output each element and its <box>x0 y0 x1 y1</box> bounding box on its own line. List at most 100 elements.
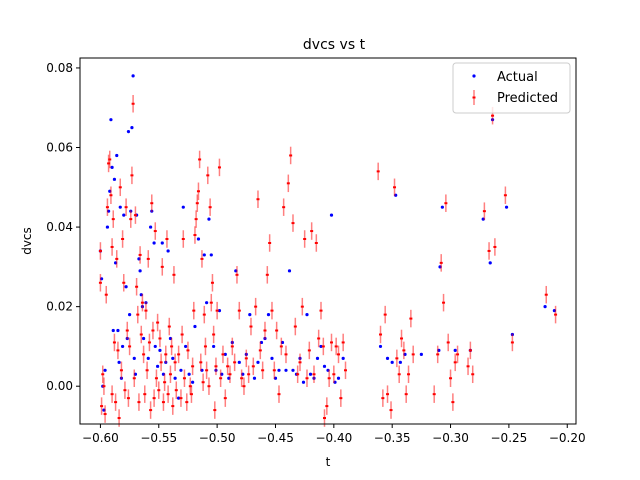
x-axis: −0.60 −0.55 −0.50 −0.45 −0.40 −0.35 −0.30 −0.25… <box>82 424 586 445</box>
actual-point <box>112 177 117 181</box>
x-tick-label: −0.50 <box>199 431 236 445</box>
actual-point <box>116 328 120 333</box>
actual-point <box>217 309 222 313</box>
actual-point <box>149 225 153 229</box>
actual-point <box>322 364 327 368</box>
actual-point <box>315 356 320 360</box>
actual-point <box>153 344 157 349</box>
actual-point <box>126 129 131 134</box>
actual-point <box>105 225 110 229</box>
actual-point <box>252 376 257 380</box>
actual-point <box>156 364 160 368</box>
y-axis: 0.00 0.02 0.04 0.06 0.08 <box>46 61 80 393</box>
legend-label-predicted: Predicted <box>497 91 558 106</box>
y-axis-label: dvcs <box>20 227 34 255</box>
actual-point <box>132 356 136 360</box>
actual-point <box>248 312 252 317</box>
actual-point <box>256 360 260 364</box>
actual-point <box>329 213 334 217</box>
actual-point <box>196 237 201 241</box>
actual-point <box>270 356 274 360</box>
actual-point <box>142 336 146 341</box>
actual-point <box>130 126 134 130</box>
actual-point <box>504 205 509 209</box>
actual-point <box>187 372 191 376</box>
actual-point <box>122 213 126 217</box>
actual-point <box>209 253 213 257</box>
actual-point <box>158 348 162 353</box>
actual-point <box>287 269 292 273</box>
actual-point <box>173 376 177 380</box>
actual-point <box>319 344 323 349</box>
actual-point <box>177 396 181 400</box>
actual-point <box>118 205 122 209</box>
y-tick-label: 0.02 <box>46 300 73 314</box>
y-tick-label: 0.06 <box>46 141 73 155</box>
y-tick-label: 0.04 <box>46 220 73 234</box>
x-tick-label: −0.55 <box>140 431 177 445</box>
chart-title: dvcs vs t <box>303 37 366 53</box>
actual-point <box>488 261 492 265</box>
actual-point <box>305 312 309 317</box>
actual-point <box>128 312 132 317</box>
actual-point <box>166 249 170 253</box>
actual-point <box>160 241 164 245</box>
y-tick-label: 0.08 <box>46 61 73 75</box>
plot-frame <box>79 57 577 425</box>
x-tick-label: −0.60 <box>82 431 119 445</box>
actual-point <box>120 344 125 349</box>
actual-point <box>212 344 216 349</box>
actual-point <box>138 269 142 273</box>
actual-point <box>193 324 197 329</box>
actual-point <box>110 165 114 170</box>
actual-point <box>152 241 156 245</box>
actual-point <box>181 205 185 209</box>
actual-point <box>191 380 195 384</box>
series-layer <box>98 74 558 427</box>
actual-point <box>398 360 402 364</box>
actual-point <box>341 356 345 360</box>
actual-point <box>171 356 175 360</box>
actual-point <box>543 305 547 309</box>
actual-point <box>205 301 209 305</box>
actual-point <box>131 74 135 78</box>
actual-point <box>179 368 183 372</box>
y-tick-label: 0.00 <box>46 379 73 393</box>
actual-point <box>237 360 241 364</box>
actual-point <box>184 344 188 349</box>
actual-point <box>223 352 227 356</box>
actual-point <box>109 118 113 122</box>
x-tick-label: −0.20 <box>549 431 586 445</box>
x-axis-label: t <box>326 455 331 469</box>
x-tick-label: −0.30 <box>432 431 469 445</box>
actual-point <box>277 368 281 372</box>
x-tick-label: −0.25 <box>491 431 528 445</box>
actual-point <box>378 344 383 349</box>
actual-point <box>336 376 341 380</box>
actual-point <box>115 153 119 158</box>
legend-marker-actual <box>472 74 476 78</box>
actual-point <box>390 360 394 364</box>
actual-point <box>453 348 457 353</box>
actual-point <box>419 352 423 356</box>
actual-point <box>146 356 150 360</box>
actual-point <box>440 205 444 209</box>
legend: Actual Predicted <box>452 62 571 114</box>
actual-point <box>207 217 211 221</box>
series-predicted <box>98 94 558 427</box>
actual-point <box>124 285 128 289</box>
x-tick-label: −0.35 <box>374 431 411 445</box>
x-tick-label: −0.40 <box>315 431 352 445</box>
actual-point <box>284 368 288 372</box>
actual-point <box>117 360 121 364</box>
actual-point <box>385 356 390 360</box>
actual-point <box>103 368 107 372</box>
x-tick-label: −0.45 <box>257 431 294 445</box>
legend-box <box>452 62 571 114</box>
actual-point <box>111 328 115 333</box>
actual-point <box>308 372 313 376</box>
legend-label-actual: Actual <box>497 70 538 85</box>
actual-point <box>266 312 271 317</box>
actual-point <box>202 253 206 257</box>
